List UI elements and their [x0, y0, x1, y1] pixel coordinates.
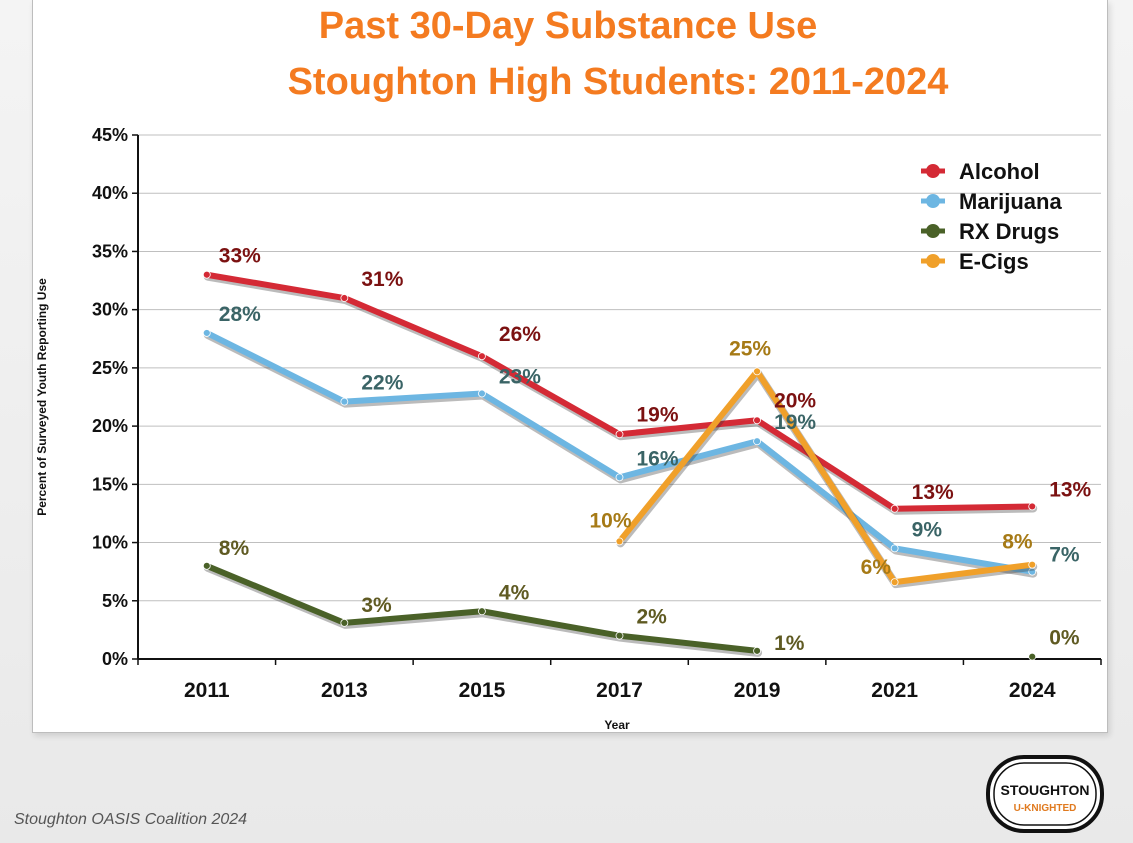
- x-tick-label: 2017: [596, 679, 643, 702]
- legend-label: Alcohol: [959, 159, 1040, 184]
- y-tick-label: 20%: [92, 416, 128, 436]
- x-tick-label: 2015: [459, 679, 506, 702]
- x-tick-label: 2011: [184, 679, 230, 702]
- legend-item: Alcohol: [921, 159, 1040, 184]
- series-lines: [202, 270, 1038, 661]
- data-point: [1028, 560, 1037, 569]
- data-point: [340, 619, 349, 627]
- data-point: [615, 430, 624, 439]
- legend-swatch-marker: [926, 194, 940, 208]
- chart-frame: Past 30-Day Substance Use Stoughton High…: [32, 0, 1108, 733]
- series-e-cigs: [615, 367, 1038, 589]
- data-label: 19%: [774, 411, 816, 434]
- data-point: [340, 294, 349, 302]
- data-label: 6%: [861, 556, 892, 579]
- data-labels: 33%31%26%19%20%13% 13%28%22% 23%16%19%9%7%…: [219, 245, 1092, 655]
- data-label: 23%: [499, 366, 541, 389]
- legend-item: RX Drugs: [921, 219, 1059, 244]
- x-axis-label: Year: [604, 718, 630, 732]
- data-label: 8%: [1002, 531, 1033, 554]
- y-tick-label: 35%: [92, 241, 128, 261]
- legend-label: Marijuana: [959, 189, 1062, 214]
- data-label: 7%: [1049, 544, 1080, 567]
- series-alcohol: [202, 270, 1038, 515]
- data-point: [340, 397, 349, 406]
- y-tick-label: 30%: [92, 300, 128, 320]
- legend-swatch-marker: [926, 254, 940, 268]
- chart-title-line1: Past 30-Day Substance Use: [319, 5, 817, 47]
- data-label: 13%: [1049, 478, 1091, 501]
- data-point: [478, 389, 486, 398]
- legend-label: RX Drugs: [959, 219, 1059, 244]
- data-label: 9%: [912, 518, 943, 541]
- data-label: 13%: [912, 481, 954, 504]
- data-point: [202, 329, 211, 337]
- data-label: 10%: [590, 509, 632, 532]
- data-label: 25%: [729, 337, 771, 360]
- data-point: [753, 367, 761, 376]
- y-tick-label: 45%: [92, 125, 128, 145]
- data-label: 8%: [219, 537, 250, 560]
- data-point: [890, 504, 899, 513]
- data-label: 33%: [219, 245, 261, 268]
- y-tick-label: 5%: [102, 591, 128, 611]
- x-tick-label: 2013: [321, 679, 368, 702]
- footer-credit: Stoughton OASIS Coalition 2024: [14, 811, 248, 828]
- legend-item: Marijuana: [921, 189, 1062, 214]
- data-label: 2%: [637, 606, 668, 629]
- data-label: 19%: [637, 403, 679, 426]
- data-label: 4%: [499, 581, 530, 604]
- data-point: [753, 646, 761, 655]
- data-label: 20%: [774, 389, 816, 412]
- data-label: 26%: [499, 323, 541, 346]
- data-label: 22%: [361, 372, 403, 395]
- logo-line1: STOUGHTON: [1001, 782, 1090, 798]
- data-point: [202, 561, 211, 570]
- data-point: [1028, 652, 1037, 661]
- line-chart: Past 30-Day Substance Use Stoughton High…: [35, 5, 1102, 732]
- data-label: 0%: [1049, 627, 1080, 650]
- axes: 0% 5% 10% 15% 20% 25% 30% 35% 40% 45% 2011 2013 2015…: [92, 125, 1102, 702]
- data-label: 16%: [637, 447, 679, 470]
- y-tick-label: 10%: [92, 533, 128, 553]
- series-rx-drugs: [202, 561, 1037, 661]
- data-point: [753, 416, 761, 425]
- y-tick-label: 40%: [92, 183, 128, 203]
- data-point: [615, 473, 624, 482]
- chart-title-line2: Stoughton High Students: 2011-2024: [288, 61, 949, 103]
- data-point: [478, 352, 486, 361]
- data-label: 1%: [774, 632, 805, 655]
- data-label: 31%: [361, 268, 403, 291]
- data-label: 3%: [361, 594, 392, 617]
- legend-swatch-marker: [926, 164, 940, 178]
- logo-line2: U-KNIGHTED: [1014, 803, 1077, 814]
- data-point: [890, 578, 899, 587]
- x-tick-label: 2021: [871, 679, 918, 702]
- data-point: [753, 437, 761, 446]
- data-label: 28%: [219, 303, 261, 326]
- legend: Alcohol Marijuana RX Drugs E-Cigs: [921, 159, 1062, 274]
- data-point: [615, 631, 624, 640]
- y-axis-label: Percent of Surveyed Youth Reporting Use: [35, 278, 49, 516]
- legend-swatch-marker: [926, 224, 940, 238]
- x-tick-label: 2024: [1009, 679, 1056, 702]
- series-line: [616, 368, 1036, 586]
- data-point: [1028, 502, 1037, 511]
- data-point: [202, 270, 211, 279]
- y-tick-label: 0%: [102, 649, 128, 669]
- series-line: [203, 329, 1036, 575]
- stoughton-logo: STOUGHTON U-KNIGHTED: [986, 755, 1104, 833]
- grid-lines: [138, 134, 1101, 602]
- legend-item: E-Cigs: [921, 249, 1029, 274]
- legend-label: E-Cigs: [959, 249, 1029, 274]
- data-point: [890, 544, 899, 553]
- data-point: [615, 537, 624, 546]
- y-tick-label: 15%: [92, 474, 128, 494]
- y-tick-label: 25%: [92, 358, 128, 378]
- x-tick-label: 2019: [734, 679, 781, 702]
- data-point: [478, 607, 486, 616]
